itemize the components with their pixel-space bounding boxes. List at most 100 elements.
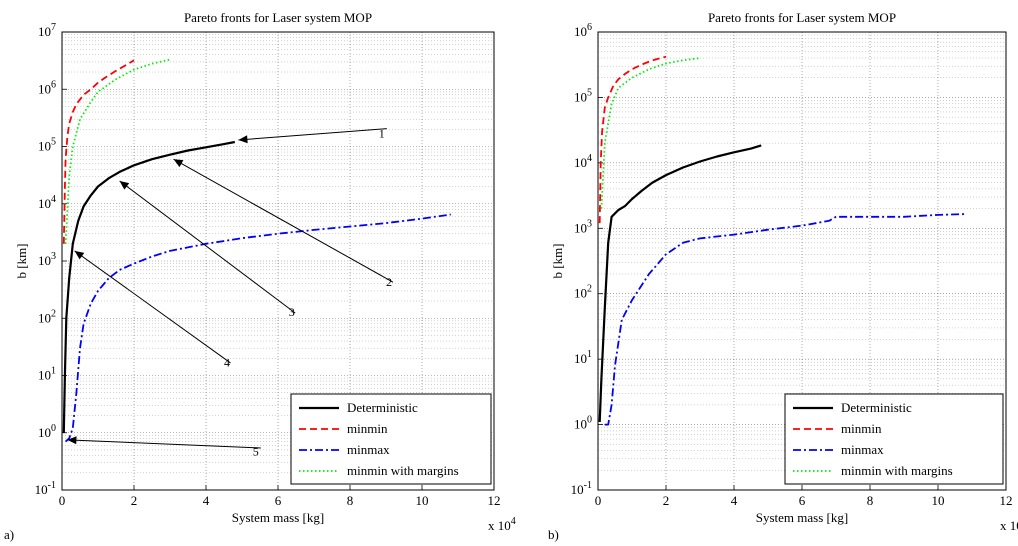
series-line-deterministic (62, 140, 236, 433)
y-tick-base: 10 (574, 155, 587, 170)
y-tick-base: 10 (574, 24, 587, 39)
y-tick-exponent: 2 (51, 308, 56, 319)
y-tick-exponent: 1 (51, 366, 56, 377)
y-tick-base: 10 (35, 482, 48, 497)
x-tick-label: 6 (799, 493, 806, 508)
legend-entry: minmax (841, 442, 884, 457)
y-tick-exponent: 3 (587, 218, 592, 229)
series-line-minmin (62, 59, 135, 244)
y-tick-label: 101 (574, 349, 592, 366)
annotation-arrowhead (119, 180, 130, 190)
x-tick-label: 4 (731, 493, 738, 508)
x-tick-label: 2 (131, 493, 138, 508)
y-tick-label: 100 (38, 423, 56, 440)
annotation-arrowhead (238, 135, 248, 144)
panel-label-a: a) (4, 527, 14, 542)
annotation-label: 2 (386, 275, 392, 289)
y-axis-label: b [km] (14, 243, 29, 278)
y-tick-exponent: 6 (587, 22, 592, 33)
y-tick-base: 10 (574, 351, 587, 366)
y-tick-base: 10 (38, 310, 51, 325)
annotation-arrow (74, 250, 231, 364)
y-tick-base: 10 (574, 286, 587, 301)
y-tick-exponent: -1 (48, 480, 56, 491)
annotation-label: 5 (253, 445, 259, 459)
series-line-minmax (604, 213, 966, 426)
y-tick-exponent: 4 (587, 153, 592, 164)
y-tick-base: 10 (38, 81, 51, 96)
y-tick-base: 10 (571, 482, 584, 497)
y-tick-exponent: 2 (587, 284, 592, 295)
chart-title: Pareto fronts for Laser system MOP (708, 10, 896, 25)
y-tick-label: 106 (38, 79, 56, 96)
y-tick-exponent: 3 (51, 251, 56, 262)
y-tick-exponent: 0 (51, 423, 56, 434)
annotation-label: 3 (289, 305, 295, 319)
legend-entry: minmin with margins (347, 463, 459, 478)
y-tick-label: 107 (38, 22, 56, 39)
series-line-minmin-with-margins (64, 58, 171, 244)
y-tick-label: 105 (574, 87, 592, 104)
series-line-minmax (64, 213, 451, 443)
annotation-label: 1 (379, 126, 385, 140)
annotation-arrowhead (74, 250, 85, 260)
x-axis-multiplier: x 104 (488, 516, 516, 533)
legend: Deterministic minmin minmax minmin with mar… (290, 393, 492, 485)
y-tick-label: 103 (38, 251, 56, 268)
y-tick-base: 10 (574, 417, 587, 432)
annotation-label: 4 (224, 355, 230, 369)
y-tick-label: 104 (38, 194, 56, 211)
legend-entry: minmin (347, 421, 388, 436)
y-tick-exponent: 5 (51, 137, 56, 148)
y-tick-base: 10 (38, 425, 51, 440)
y-tick-base: 10 (38, 196, 51, 211)
x-tick-label: 2 (663, 493, 670, 508)
legend-entry: minmax (347, 442, 390, 457)
series-line-minmin (598, 55, 667, 224)
annotation-arrowhead (173, 159, 184, 168)
y-tick-base: 10 (38, 253, 51, 268)
x-tick-label: 0 (595, 493, 602, 508)
y-tick-label: 100 (574, 415, 592, 432)
y-tick-exponent: 4 (51, 194, 56, 205)
x-multiplier-base: x 10 (488, 518, 511, 533)
legend-entry: Deterministic (347, 400, 418, 415)
y-tick-label: 101 (38, 366, 56, 383)
y-tick-exponent: 7 (51, 22, 56, 33)
x-tick-label: 6 (275, 493, 282, 508)
y-tick-base: 10 (574, 89, 587, 104)
y-tick-label: 10-1 (571, 480, 592, 497)
x-axis-multiplier: x 104 (1000, 516, 1018, 533)
x-multiplier-exponent: 4 (511, 516, 516, 527)
grid (61, 31, 495, 491)
x-tick-label: 10 (932, 493, 945, 508)
annotation-arrowhead (67, 436, 77, 445)
y-tick-label: 105 (38, 137, 56, 154)
annotation-arrow (238, 128, 387, 141)
y-tick-exponent: 1 (587, 349, 592, 360)
x-tick-label: 4 (203, 493, 210, 508)
y-tick-label: 102 (38, 308, 56, 325)
x-tick-label: 0 (59, 493, 66, 508)
x-tick-label: 8 (347, 493, 354, 508)
annotation-arrow (119, 180, 296, 314)
y-tick-label: 106 (574, 22, 592, 39)
legend: Deterministic minmin minmax minmin with mar… (784, 393, 1004, 485)
y-tick-base: 10 (574, 220, 587, 235)
y-axis-label: b [km] (550, 243, 565, 278)
x-axis-label: System mass [kg] (232, 510, 324, 525)
chart-panel-a: 0 2 4 6 8 10 1210-1100101102103104105106107Par… (14, 10, 516, 533)
y-tick-exponent: -1 (584, 480, 592, 491)
y-tick-label: 102 (574, 284, 592, 301)
annotation-arrow (173, 158, 394, 283)
chart-panel-b: 0 2 4 6 8 10 1210-1100101102103104105106Pareto… (550, 10, 1018, 533)
legend-entry: minmin (841, 421, 882, 436)
y-tick-label: 104 (574, 153, 592, 170)
y-tick-exponent: 5 (587, 87, 592, 98)
y-tick-exponent: 6 (51, 79, 56, 90)
y-tick-exponent: 0 (587, 415, 592, 426)
x-tick-label: 8 (867, 493, 874, 508)
x-tick-label: 12 (488, 493, 501, 508)
y-tick-base: 10 (38, 139, 51, 154)
